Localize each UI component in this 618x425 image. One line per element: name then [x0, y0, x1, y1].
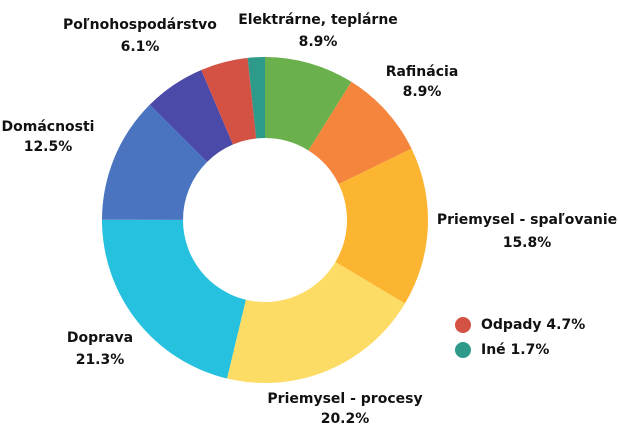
donut-slice: [102, 219, 246, 379]
slice-value-label: 6.1%: [121, 39, 160, 55]
legend-marker: [455, 342, 471, 358]
slice-value-label: 15.8%: [503, 235, 552, 251]
slice-label: Rafinácia: [386, 64, 459, 80]
slice-label: Poľnohospodárstvo: [63, 17, 217, 33]
legend-label: Odpady: [481, 317, 542, 333]
donut-slice: [308, 81, 412, 185]
donut-slice: [201, 57, 257, 145]
legend-value: 4.7%: [546, 317, 585, 333]
legend-entry: Iné 1.7%: [481, 342, 549, 358]
legend-value: 1.7%: [511, 342, 550, 358]
slice-value-label: 8.9%: [403, 84, 442, 100]
legend-entry: Odpady 4.7%: [481, 317, 585, 333]
donut-slice: [226, 262, 405, 383]
slice-label: Priemysel - spaľovanie: [437, 212, 617, 228]
slice-label: Priemysel - procesy: [267, 391, 422, 407]
donut-slice: [247, 57, 265, 139]
donut-slice: [102, 104, 208, 220]
slice-value-label: 21.3%: [76, 352, 125, 368]
slice-value-label: 12.5%: [24, 139, 73, 155]
legend-marker: [455, 317, 471, 333]
slice-label: Elektrárne, teplárne: [238, 12, 398, 28]
slice-value-label: 8.9%: [299, 34, 338, 50]
slice-label: Domácnosti: [2, 119, 95, 135]
donut-slice: [149, 69, 233, 162]
legend-label: Iné: [481, 342, 506, 358]
slice-value-label: 20.2%: [321, 411, 370, 425]
donut-slice: [335, 148, 428, 304]
donut-slice: [265, 57, 352, 151]
slice-label: Doprava: [67, 330, 133, 346]
